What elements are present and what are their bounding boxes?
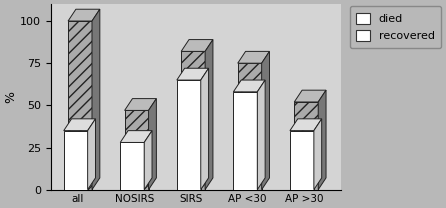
Bar xyxy=(290,131,314,190)
Polygon shape xyxy=(181,40,213,51)
Polygon shape xyxy=(64,119,95,131)
Polygon shape xyxy=(238,51,269,63)
Bar xyxy=(177,80,201,190)
Bar xyxy=(124,110,149,190)
Bar xyxy=(294,102,318,190)
Polygon shape xyxy=(124,99,157,110)
Polygon shape xyxy=(149,99,157,190)
Bar xyxy=(181,51,205,190)
Polygon shape xyxy=(314,119,322,190)
Polygon shape xyxy=(290,119,322,131)
Bar xyxy=(233,92,257,190)
Polygon shape xyxy=(257,80,265,190)
Y-axis label: %: % xyxy=(4,91,17,103)
Bar xyxy=(64,131,88,190)
Polygon shape xyxy=(177,68,209,80)
Polygon shape xyxy=(262,51,269,190)
Legend: died, recovered: died, recovered xyxy=(350,6,441,48)
Polygon shape xyxy=(201,68,209,190)
Bar xyxy=(120,142,144,190)
Polygon shape xyxy=(205,40,213,190)
Polygon shape xyxy=(318,90,326,190)
Polygon shape xyxy=(233,80,265,92)
Polygon shape xyxy=(294,90,326,102)
Bar xyxy=(238,63,262,190)
Polygon shape xyxy=(88,119,95,190)
Polygon shape xyxy=(92,9,100,190)
Bar xyxy=(68,21,92,190)
Polygon shape xyxy=(68,9,100,21)
Polygon shape xyxy=(120,131,152,142)
Polygon shape xyxy=(144,131,152,190)
